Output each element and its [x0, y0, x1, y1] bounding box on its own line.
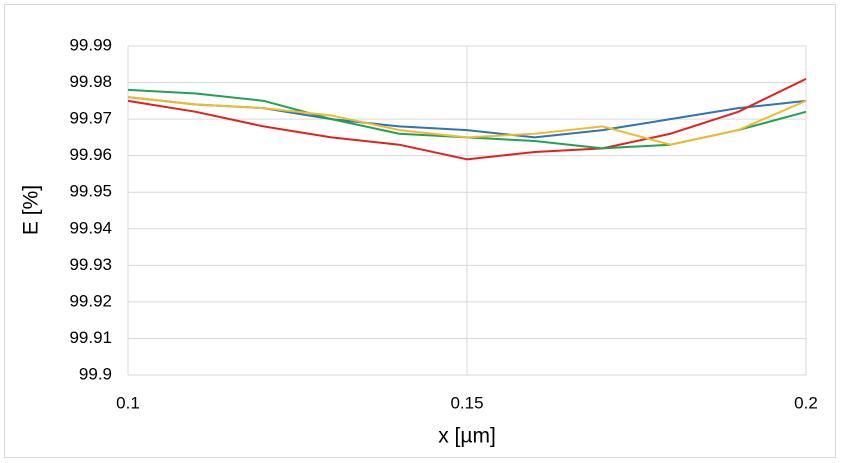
y-axis-title: E [%] — [20, 185, 43, 235]
chart-frame — [4, 4, 836, 458]
y-tick-label: 99.96 — [69, 145, 112, 164]
y-tick-label: 99.9 — [79, 364, 112, 383]
x-tick-label: 0.2 — [794, 393, 818, 412]
y-tick-label: 99.94 — [69, 218, 112, 237]
series-line — [127, 78, 807, 161]
x-tick-label: 0.1 — [116, 393, 140, 412]
x-tick-label: 0.15 — [450, 393, 483, 412]
y-tick-label: 99.97 — [69, 109, 112, 128]
y-tick-label: 99.99 — [69, 35, 112, 54]
y-tick-label: 99.92 — [69, 291, 112, 310]
x-axis-title: x [µm] — [438, 425, 496, 448]
series-line — [127, 96, 807, 146]
y-tick-label: 99.91 — [69, 328, 112, 347]
y-tick-label: 99.93 — [69, 255, 112, 274]
y-tick-label: 99.98 — [69, 72, 112, 91]
y-tick-label: 99.95 — [69, 182, 112, 201]
